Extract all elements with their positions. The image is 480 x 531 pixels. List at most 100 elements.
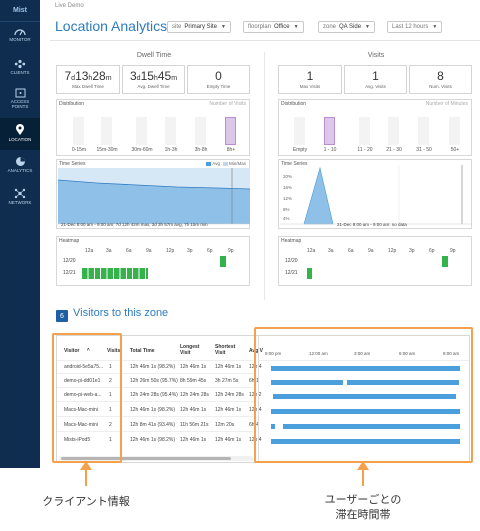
timeline-tick: 3:00 am [354, 351, 371, 356]
col-visitor[interactable]: Visitor ^ [64, 348, 90, 354]
distribution-column [165, 117, 176, 145]
distribution-label: 50+ [450, 147, 460, 153]
heatmap-hour: 12a [307, 248, 316, 254]
panel-title: Heatmap [59, 238, 80, 244]
visitors-table: Visitor ^ Visits Total Time Longest Visi… [56, 335, 470, 463]
nav-clients[interactable]: CLIENTS [0, 54, 40, 84]
visits-title: Visits [367, 52, 385, 59]
dwell-heatmap-panel: Heatmap 12a 3a 6a 9a 12p 3p 6p 9p 12/20 … [56, 236, 250, 286]
floorplan-dropdown[interactable]: floorplan Office ▼ [243, 21, 304, 33]
distribution-label: 21 - 30 [386, 147, 402, 153]
breadcrumb[interactable]: Live Demo [55, 3, 84, 9]
zone-dropdown-value: QA Side [339, 24, 362, 30]
visitor-name[interactable]: Macs-Mac-mini [64, 422, 98, 428]
visit-bar [271, 424, 275, 429]
y-tick: 8% [283, 207, 290, 212]
nav-location[interactable]: LOCATION [0, 118, 40, 150]
nav-monitor-label: MONITOR [9, 37, 31, 42]
stat-num-visits: 8 Num. Visits [409, 65, 472, 94]
annotation-line-1: ユーザーごとの [324, 494, 402, 506]
longest-visit: 12h 46m 1s [180, 437, 207, 443]
nav-analytics-label: ANALYTICS [7, 168, 33, 173]
nav-network[interactable]: NETWORK [0, 184, 40, 216]
distribution-column [101, 117, 112, 145]
distribution-column [136, 117, 147, 145]
heatmap-row-label: 12/20 [63, 258, 76, 264]
shortest-visit: 12h 46m 1s [215, 407, 242, 413]
longest-visit: 11h 56m 21s [180, 422, 209, 428]
longest-visit: 12h 46m 1s [180, 364, 207, 370]
legend-minmax: Min/Max [228, 161, 246, 166]
heatmap-hour: 9a [146, 248, 152, 254]
distribution-label: 8h+ [226, 147, 236, 153]
shortest-visit: 12h 46m 1s [215, 364, 242, 370]
visitor-name[interactable]: Macs-Mac-mini [64, 407, 98, 413]
stat-label: Max Visits [299, 84, 321, 89]
access-point-icon [15, 88, 25, 98]
visitor-name[interactable]: Mists-iPod5 [64, 437, 91, 443]
col-total-time[interactable]: Total Time [130, 348, 155, 354]
panel-title: Distribution [281, 101, 307, 107]
distribution-label: 1 - 10 [323, 147, 337, 153]
page-title: Location Analytics [55, 18, 168, 34]
visitor-name[interactable]: android-5e5a75... [64, 364, 104, 370]
distribution-label: 0-15m [71, 147, 87, 153]
dwell-timeseries-chart [57, 168, 251, 225]
visit-bar [271, 380, 343, 385]
longest-visit: 12h 24m 28s [180, 392, 209, 398]
distribution-label: 31 - 50 [416, 147, 432, 153]
annotation-line-2: 滞在時間帯 [335, 508, 391, 521]
nav-monitor[interactable]: MONITOR [0, 22, 40, 54]
client-info-highlight-box [52, 333, 122, 463]
total-time: 12h 26m 50s (95.7%) [130, 378, 178, 384]
y-tick: 4% [283, 216, 290, 221]
col-shortest-visit[interactable]: Shortest Visit [215, 344, 236, 356]
legend-swatch-minmax [222, 161, 228, 166]
dwell-distribution-panel: Distribution Number of Visits 0-15m 15m-… [56, 99, 250, 156]
shortest-visit: 12h 24m 28s [215, 392, 244, 398]
table-scrollbar-thumb[interactable] [61, 457, 231, 460]
nav-location-label: LOCATION [8, 137, 32, 142]
visitor-name[interactable]: demo-pi-dd01e1 [64, 378, 101, 384]
heatmap-hour: 3a [328, 248, 334, 254]
col-longest-visit[interactable]: Longest Visit [180, 344, 200, 356]
stat-empty-time: 0 Empty Time [187, 65, 250, 94]
y-tick: 16% [283, 185, 293, 190]
nav-access-points[interactable]: ACCESS POINTS [0, 84, 40, 118]
col-visits[interactable]: Visits [107, 348, 121, 354]
panel-title: Time Series [281, 161, 308, 167]
visits-count: 2 [109, 422, 112, 428]
stat-max-visits: 1 Max Visits [278, 65, 342, 94]
distribution-label: 30m-60m [131, 147, 153, 153]
stat-label: Empty Time [206, 84, 231, 89]
time-range-dropdown[interactable]: Last 12 hours ▼ [387, 21, 443, 33]
visits-timeseries-panel: Time Series 20% 16% 12% 8% 4% 21-Dec 8:0… [278, 159, 472, 229]
distribution-column [418, 117, 429, 145]
site-dropdown-value: Primary Site [184, 24, 218, 30]
visits-count: 1 [109, 407, 112, 413]
legend-swatch-avg [206, 161, 212, 166]
table-scrollbar-track[interactable] [59, 456, 253, 461]
heatmap-cell [220, 256, 226, 267]
nav-network-label: NETWORK [8, 200, 32, 205]
nav-analytics[interactable]: ANALYTICS [0, 150, 40, 184]
heatmap-cell [442, 256, 448, 267]
heatmap-hour: 3p [409, 248, 415, 254]
heatmap-hour: 3a [106, 248, 112, 254]
visits-heatmap-panel: Heatmap 12a 3a 6a 9a 12p 3p 6p 9p 12/20 … [278, 236, 472, 286]
nav-clients-label: CLIENTS [10, 70, 30, 75]
zone-dropdown[interactable]: zone QA Side ▼ [318, 21, 375, 33]
total-time: 12h 8m 41s (93.4%) [130, 422, 176, 428]
brand-logo: Mist [0, 0, 40, 22]
heatmap-hour: 6p [207, 248, 213, 254]
legend-avg: Avg [212, 161, 220, 166]
visitor-name[interactable]: demo-pi-web-a... [64, 392, 102, 398]
visits-timeseries-chart [280, 165, 472, 225]
timeline-divider [258, 336, 259, 462]
distribution-column [73, 117, 84, 145]
column-divider [264, 52, 265, 300]
location-pin-icon [16, 124, 24, 135]
visits-count: 1 [109, 437, 112, 443]
site-dropdown[interactable]: site Primary Site ▼ [167, 21, 231, 33]
shortest-visit: 12h 46m 1s [215, 437, 242, 443]
